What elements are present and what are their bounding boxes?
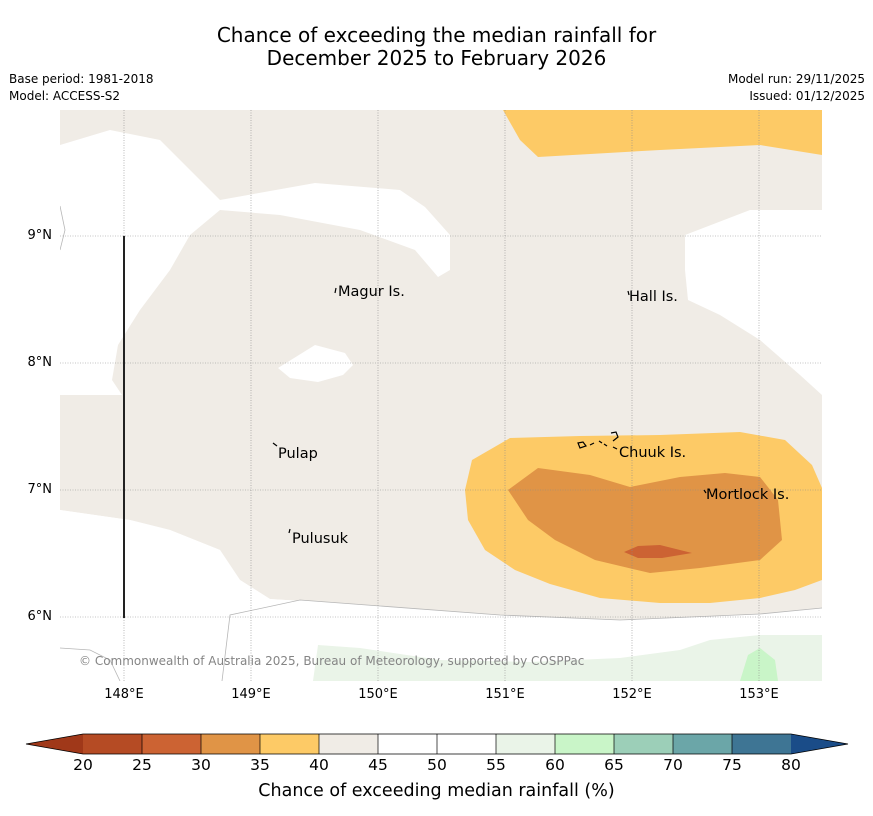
- colorbar-tick-50: 50: [427, 756, 447, 774]
- place-label-pulap: Pulap: [278, 446, 318, 462]
- white-region-northeast: [685, 210, 822, 395]
- island-magur: [334, 287, 337, 294]
- place-label-chuuk: Chuuk Is.: [619, 445, 687, 461]
- issued-date: Issued: 01/12/2025: [749, 89, 865, 103]
- contour-south: [221, 599, 822, 681]
- colorbar-outline: [25, 733, 849, 755]
- model-run: Model run: 29/11/2025: [727, 72, 865, 86]
- colorbar-tick-55: 55: [486, 756, 506, 774]
- lon-label-150e: 150°E: [358, 687, 398, 702]
- place-label-magur: Magur Is.: [338, 284, 405, 300]
- colorbar-tick-70: 70: [663, 756, 683, 774]
- colorbar-segment-75-80: [732, 734, 791, 754]
- island-chuuk-5: [610, 431, 619, 442]
- contour-west: [60, 205, 66, 251]
- colorbar-tick-60: 60: [545, 756, 565, 774]
- map-panel: Magur Is. Hall Is. Pulap Chuuk Is. Mortl…: [60, 110, 822, 681]
- band-60-65: [740, 648, 778, 681]
- white-region-northwest: [60, 130, 450, 395]
- colorbar-tick-75: 75: [722, 756, 742, 774]
- island-chuuk-1: [577, 441, 587, 449]
- lon-label-151e: 151°E: [485, 687, 525, 702]
- colorbar-segment-50-55: [437, 734, 496, 754]
- place-label-hall: Hall Is.: [629, 289, 678, 305]
- band-25-30: [624, 545, 692, 558]
- island-chuuk-2: [589, 442, 595, 446]
- colorbar-segment-60-65: [555, 734, 614, 754]
- island-mortlock: [703, 489, 707, 494]
- lon-label-148e: 148°E: [104, 687, 144, 702]
- colorbar: [25, 733, 849, 755]
- colorbar-segment-35-40: [260, 734, 319, 754]
- lat-label-9n: 9°N: [27, 228, 53, 243]
- lat-label-6n: 6°N: [27, 609, 53, 624]
- rainfall-map: [60, 110, 822, 681]
- island-chuuk-4: [603, 443, 608, 447]
- map-title-line2: December 2025 to February 2026: [266, 46, 607, 70]
- island-chuuk-6: [612, 446, 618, 450]
- band-30-35: [508, 468, 782, 573]
- colorbar-tick-45: 45: [368, 756, 388, 774]
- colorbar-tick-35: 35: [250, 756, 270, 774]
- island-pulusuk: [288, 528, 291, 534]
- white-hole: [278, 345, 353, 382]
- colorbar-segment-65-70: [614, 734, 673, 754]
- lat-label-8n: 8°N: [27, 355, 53, 370]
- colorbar-tick-40: 40: [309, 756, 329, 774]
- colorbar-tick-25: 25: [132, 756, 152, 774]
- lon-label-153e: 153°E: [739, 687, 779, 702]
- lat-label-7n: 7°N: [27, 482, 53, 497]
- model-name: Model: ACCESS-S2: [9, 89, 121, 103]
- meta-right: Model run: 29/11/2025 Issued: 01/12/2025: [728, 71, 865, 105]
- place-label-mortlock: Mortlock Is.: [706, 487, 790, 503]
- lon-label-149e: 149°E: [231, 687, 271, 702]
- colorbar-segment-55-60: [496, 734, 555, 754]
- colorbar-tick-65: 65: [604, 756, 624, 774]
- meta-left: Base period: 1981-2018 Model: ACCESS-S2: [9, 71, 154, 105]
- colorbar-segment-30-35: [201, 734, 260, 754]
- colorbar-tick-80: 80: [781, 756, 801, 774]
- colorbar-segment-70-75: [673, 734, 732, 754]
- colorbar-tick-30: 30: [191, 756, 211, 774]
- place-label-pulusuk: Pulusuk: [292, 531, 349, 547]
- colorbar-title: Chance of exceeding median rainfall (%): [258, 781, 615, 801]
- colorbar-segment-20-25: [83, 734, 142, 754]
- contour-lines: [60, 205, 822, 681]
- base-period: Base period: 1981-2018: [9, 72, 154, 86]
- colorbar-segment-25-30: [142, 734, 201, 754]
- island-chuuk-3: [598, 440, 603, 444]
- colorbar-dividers: [25, 733, 849, 755]
- copyright-notice: © Commonwealth of Australia 2025, Bureau…: [79, 654, 585, 668]
- colorbar-high-arrow: [791, 734, 848, 754]
- contour-sw: [60, 647, 121, 681]
- island-pulap: [272, 442, 278, 447]
- lon-label-152e: 152°E: [612, 687, 652, 702]
- island-hall: [627, 290, 630, 296]
- colorbar-tick-20: 20: [73, 756, 93, 774]
- island-markers: [272, 287, 707, 534]
- colorbar-low-arrow: [26, 734, 83, 754]
- grid-lines: [60, 110, 822, 681]
- band-55-60: [313, 635, 822, 681]
- band-35-40-north: [503, 110, 822, 157]
- map-title-line1: Chance of exceeding the median rainfall …: [216, 23, 657, 47]
- colorbar-segment-40-45: [319, 734, 378, 754]
- colorbar-segment-45-50: [378, 734, 437, 754]
